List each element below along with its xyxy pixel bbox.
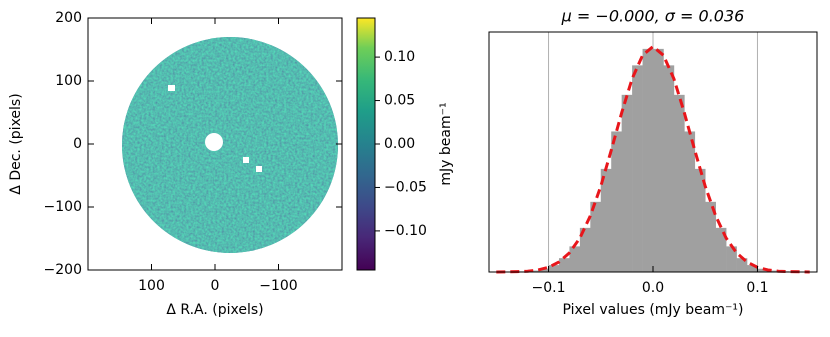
colorbar	[357, 18, 375, 270]
histogram-bar	[643, 49, 654, 272]
y-tick-label: 0	[73, 136, 82, 152]
x-axis-label: Δ R.A. (pixels)	[166, 302, 263, 318]
colorbar-tick-label: 0.05	[384, 93, 415, 109]
x-tick-label: 0.0	[642, 280, 664, 296]
colorbar-tick-label: 0.10	[384, 49, 415, 65]
x-tick-label: 100	[138, 278, 165, 294]
x-tick-label: 0	[211, 278, 220, 294]
x-tick-label: −100	[259, 278, 297, 294]
noise-map	[102, 37, 338, 253]
y-axis-label: Δ Dec. (pixels)	[8, 93, 24, 194]
map-noise	[122, 37, 338, 253]
histogram-bar	[674, 95, 685, 272]
histogram-bar	[684, 131, 695, 272]
histogram-bar	[569, 246, 580, 272]
masked-source	[168, 85, 175, 91]
x-tick-label: 0.1	[746, 280, 768, 296]
masked-source	[102, 100, 110, 106]
colorbar-tick-label: 0.00	[384, 136, 415, 152]
histogram-bar	[590, 202, 601, 272]
masked-source	[243, 157, 249, 163]
x-tick-label: −0.1	[532, 280, 566, 296]
y-tick-label: 200	[55, 10, 82, 26]
colorbar-tick-label: −0.10	[384, 223, 427, 239]
y-tick-label: −100	[44, 199, 82, 215]
masked-source	[205, 133, 223, 151]
histogram-bar	[622, 95, 633, 272]
y-tick-label: 100	[55, 73, 82, 89]
masked-source	[256, 166, 262, 172]
histogram-bar	[653, 49, 664, 272]
y-tick-label: −200	[44, 262, 82, 278]
colorbar-label: mJy beam⁻¹	[438, 102, 454, 185]
x-axis-label: Pixel values (mJy beam⁻¹)	[563, 302, 744, 318]
chart-title: μ = −0.000, σ = 0.036	[561, 7, 745, 26]
colorbar-tick-label: −0.05	[384, 179, 427, 195]
histogram-bar	[559, 258, 570, 272]
histogram-bar	[611, 131, 622, 272]
histogram-bar	[663, 65, 674, 272]
histogram-bar	[632, 65, 643, 272]
